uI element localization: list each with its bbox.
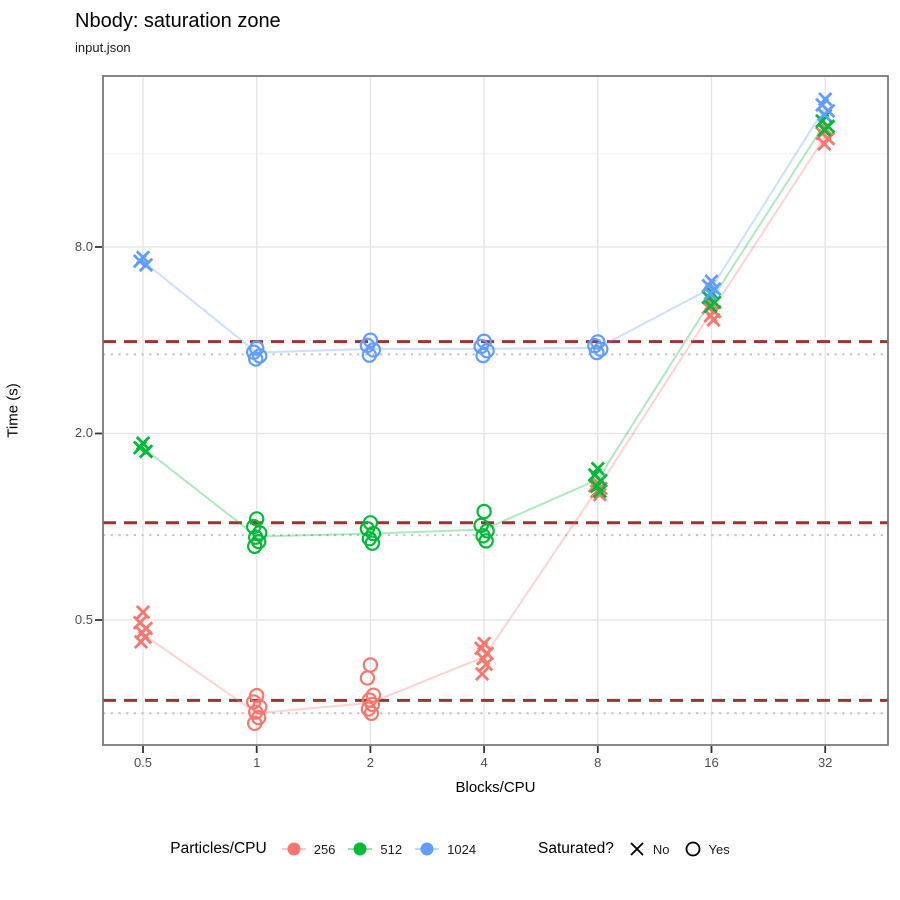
panel-background (103, 76, 888, 745)
data-point-x-unsaturated (706, 312, 721, 328)
y-tick-label: 0.5 (74, 612, 93, 627)
data-point-x-unsaturated (138, 444, 154, 459)
data-point-x-unsaturated (138, 257, 154, 273)
data-point-x-unsaturated (474, 666, 490, 682)
legend-color-entry: 512 (347, 840, 402, 858)
series-key-icon (281, 842, 306, 856)
legend-shape-entries: No Yes (628, 840, 730, 858)
legend: Particles/CPU 256 512 1024 Saturated? No Ye… (0, 840, 900, 858)
x-tick-label: 4 (480, 755, 488, 770)
panel-border (102, 75, 889, 746)
data-point-x-unsaturated (817, 107, 832, 122)
legend-color-label: 1024 (447, 841, 477, 857)
data-point-x-unsaturated (703, 299, 718, 314)
data-point-circle-saturated (246, 538, 263, 554)
y-tick-label: 2.0 (74, 425, 93, 441)
data-point-circle-saturated (475, 347, 491, 364)
legend-color-label: 512 (380, 841, 403, 857)
data-point-circle-saturated (246, 715, 263, 732)
circle-marker-icon (685, 841, 700, 857)
x-marker-icon (630, 842, 644, 856)
data-point-circle-saturated (363, 705, 380, 721)
data-point-circle-saturated (252, 525, 268, 541)
x-tick-label: 8 (594, 755, 602, 770)
y-axis-title: Time (s) (4, 383, 22, 438)
data-point-circle-saturated (478, 533, 494, 549)
data-point-x-unsaturated (135, 604, 151, 620)
data-point-x-unsaturated (703, 286, 718, 301)
data-point-x-unsaturated (817, 136, 832, 152)
x-tick-label: 0.5 (133, 755, 153, 770)
chart-subtitle: input.json (75, 40, 131, 55)
data-point-circle-saturated (359, 670, 376, 686)
data-point-circle-saturated (479, 343, 495, 359)
data-point-x-unsaturated (592, 487, 607, 502)
data-point-circle-saturated (252, 348, 268, 364)
data-point-circle-saturated (590, 334, 606, 350)
data-point-circle-saturated (249, 340, 265, 356)
y-tick-label: 8.0 (74, 238, 93, 254)
data-point-circle-saturated (593, 341, 609, 357)
legend-shape-entry: Yes (684, 840, 730, 858)
data-point-x-unsaturated (478, 657, 494, 672)
x-tick-label: 16 (704, 755, 719, 770)
legend-shape-entry: No (628, 840, 670, 858)
data-point-x-unsaturated (592, 484, 607, 499)
x-tick-label: 2 (366, 755, 374, 770)
data-point-circle-saturated (476, 503, 492, 520)
data-point-circle-saturated (364, 535, 381, 551)
legend-color-entry: 1024 (414, 840, 476, 858)
data-point-circle-saturated (247, 351, 264, 367)
data-point-circle-saturated (251, 533, 267, 550)
data-point-circle-saturated (589, 344, 605, 361)
data-point-circle-saturated (365, 687, 382, 703)
chart-title: Nbody: saturation zone (75, 10, 281, 32)
data-point-circle-saturated (249, 511, 265, 527)
x-tick-label: 1 (253, 755, 261, 770)
data-point-x-unsaturated (133, 634, 149, 650)
series-key-icon (348, 842, 373, 856)
legend-color-label: 256 (313, 841, 336, 857)
legend-shape-label: No (652, 841, 670, 857)
series-key-icon (415, 842, 440, 856)
legend-shape-label: Yes (708, 841, 730, 857)
legend-color-entry: 256 (281, 840, 336, 858)
legend-shape-title: Saturated? (538, 840, 614, 857)
data-point-x-unsaturated (817, 122, 832, 138)
legend-color-title: Particles/CPU (170, 840, 267, 857)
x-tick-label: 32 (817, 755, 833, 770)
data-point-circle-saturated (364, 696, 381, 713)
legend-color-entries: 256 512 1024 (281, 840, 476, 858)
x-axis-title: Blocks/CPU (455, 779, 536, 796)
data-point-circle-saturated (361, 347, 378, 363)
